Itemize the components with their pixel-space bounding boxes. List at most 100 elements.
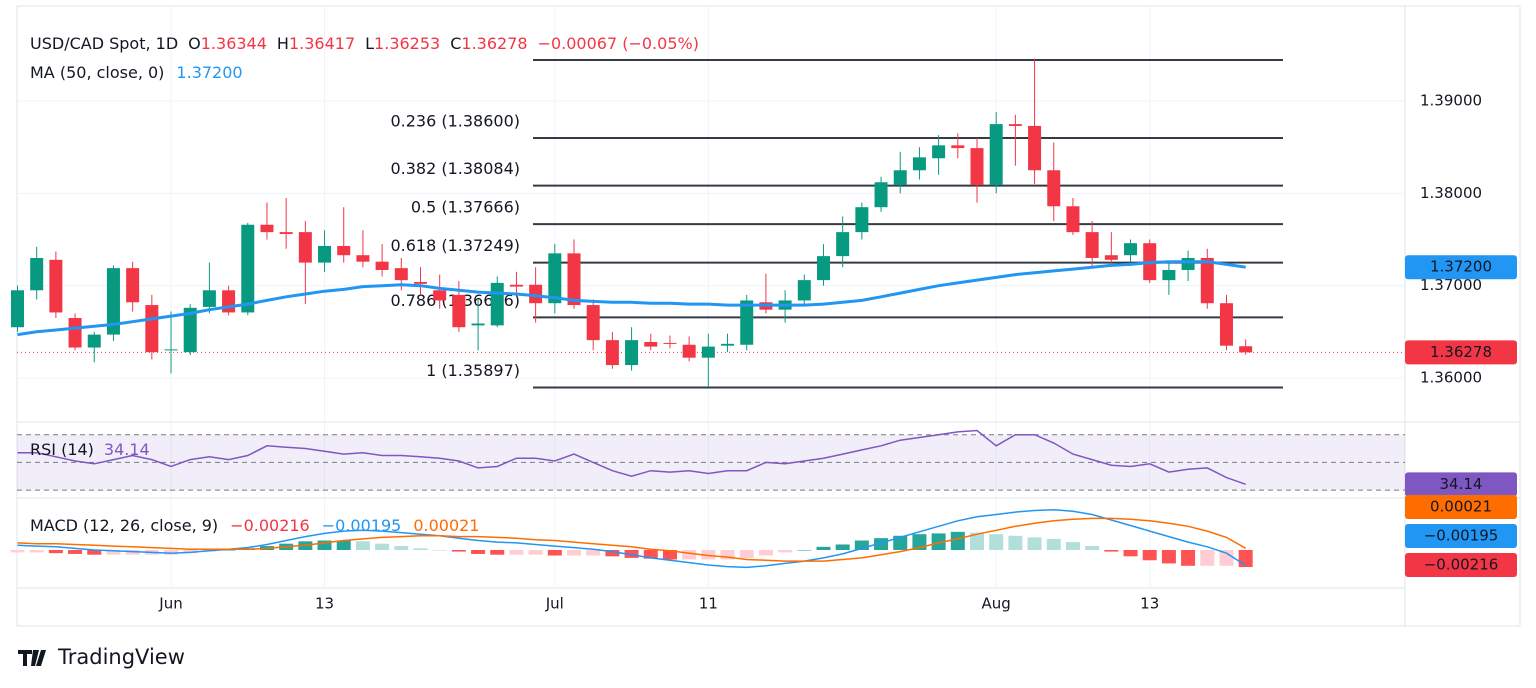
macd-histogram-bar xyxy=(989,534,1004,550)
candle-body xyxy=(509,284,523,287)
macd-legend: MACD (12, 26, close, 9) −0.00216 −0.00195 0… xyxy=(30,516,479,535)
macd-histogram-bar xyxy=(778,550,793,553)
x-tick-label: 13 xyxy=(1140,595,1159,613)
candle-body xyxy=(375,261,389,270)
candle-body xyxy=(87,334,101,348)
candle-body xyxy=(298,232,312,263)
header: USD/CAD Spot, 1D O1.36344 H1.36417 L1.36253… xyxy=(30,34,699,53)
macd-histogram-bar xyxy=(68,550,83,554)
logo: TradingView xyxy=(18,645,185,669)
brand: TradingView xyxy=(57,645,185,669)
macd-histogram-bar xyxy=(336,540,351,550)
macd-histogram-bar xyxy=(10,550,25,553)
candle-body xyxy=(1047,170,1061,207)
macd-histogram-bar xyxy=(317,540,332,550)
fib-label: 0.382 (1.38084) xyxy=(390,159,520,178)
signal-value: 0.00021 xyxy=(413,516,479,535)
rsi-value: 34.14 xyxy=(104,440,150,459)
candle-body xyxy=(413,281,427,284)
candle-body xyxy=(1162,269,1176,281)
candle-body xyxy=(970,148,984,186)
candle-body xyxy=(701,346,715,358)
o-value: 1.36344 xyxy=(201,34,267,53)
fib-label: 0.5 (1.37666) xyxy=(411,198,520,217)
x-tick-label: Jul xyxy=(545,595,564,613)
macd-histogram-bar xyxy=(355,541,370,550)
macd-histogram-bar xyxy=(413,548,428,550)
candle-body xyxy=(721,343,735,346)
price-badge xyxy=(1405,524,1517,548)
x-tick-label: Jun xyxy=(158,595,182,613)
fib-label: 0.236 (1.38600) xyxy=(390,111,520,130)
macd-histogram-bar xyxy=(451,550,466,552)
macd-histogram-bar xyxy=(1046,538,1061,550)
candle-body xyxy=(682,344,696,358)
macd-histogram-bar xyxy=(394,546,409,550)
macd-histogram-bar xyxy=(1200,550,1215,566)
h-value: 1.36417 xyxy=(289,34,355,53)
candle-body xyxy=(951,145,965,149)
candle-body xyxy=(433,290,447,301)
macd-histogram-bar xyxy=(950,531,965,550)
macd-histogram-bar xyxy=(816,546,831,550)
candle-body xyxy=(1239,346,1253,353)
ma-value: 1.37200 xyxy=(176,63,242,82)
macd-histogram-bar xyxy=(509,550,524,555)
macd-histogram-bar xyxy=(970,532,984,550)
macd-histogram-bar xyxy=(605,550,620,557)
price-badge xyxy=(1405,340,1517,365)
candle-body xyxy=(855,207,869,233)
candle-body xyxy=(893,170,907,186)
macd-histogram-bar xyxy=(1219,550,1234,566)
candle-body xyxy=(183,307,197,353)
signal-line xyxy=(17,517,1247,562)
candle-body xyxy=(740,300,754,345)
candle-body xyxy=(874,182,888,208)
candle-body xyxy=(1066,206,1080,233)
candle-body xyxy=(279,232,293,234)
candle-body xyxy=(1028,125,1042,171)
candle-body xyxy=(202,290,216,307)
macd-histogram-bar xyxy=(221,550,236,551)
fib-label: 0.618 (1.37249) xyxy=(390,236,520,255)
candle-body xyxy=(605,340,619,366)
y-tick-label: 1.39000 xyxy=(1420,92,1482,110)
price-badge-label: 1.36278 xyxy=(1430,343,1492,361)
macd-histogram-bar xyxy=(1085,546,1100,550)
candle-body xyxy=(586,305,600,341)
change: −0.00067 (−0.05%) xyxy=(538,34,699,53)
price-badge xyxy=(1405,255,1517,280)
ma-legend: MA (50, close, 0) 1.37200 xyxy=(30,63,243,82)
candle-body xyxy=(241,224,255,313)
candle-body xyxy=(1104,255,1118,260)
candle-body xyxy=(1219,303,1233,346)
macd-histogram-bar xyxy=(432,550,447,551)
candle-body xyxy=(663,342,677,344)
macd-histogram-bar xyxy=(567,550,582,556)
x-tick-label: 13 xyxy=(315,595,334,613)
price-badge xyxy=(1405,472,1517,497)
fib-label: 1 (1.35897) xyxy=(426,361,520,380)
price-badge-label: −0.00216 xyxy=(1424,556,1499,574)
candle-body xyxy=(1200,257,1214,304)
macd-histogram-bar xyxy=(874,538,889,550)
candle-body xyxy=(260,224,274,233)
candle-body xyxy=(222,290,236,313)
logo-icon xyxy=(18,650,46,666)
y-tick-label: 1.37000 xyxy=(1420,276,1482,294)
macd-histogram-bar xyxy=(547,550,562,556)
candle-body xyxy=(1181,257,1195,270)
candle-body xyxy=(106,268,120,335)
macd-histogram-bar xyxy=(643,550,658,559)
macd-histogram-bar xyxy=(586,550,601,556)
macd-histogram-bar xyxy=(29,550,44,553)
candle-body xyxy=(68,317,82,348)
price-badge-label: 1.37200 xyxy=(1430,258,1492,276)
l-key: L xyxy=(365,34,374,53)
macd-histogram-bar xyxy=(1142,550,1157,561)
symbol: USD/CAD Spot, 1D xyxy=(30,34,178,53)
candle-body xyxy=(452,294,466,328)
o-key: O xyxy=(188,34,201,53)
macd-histogram-bar xyxy=(1065,542,1080,550)
